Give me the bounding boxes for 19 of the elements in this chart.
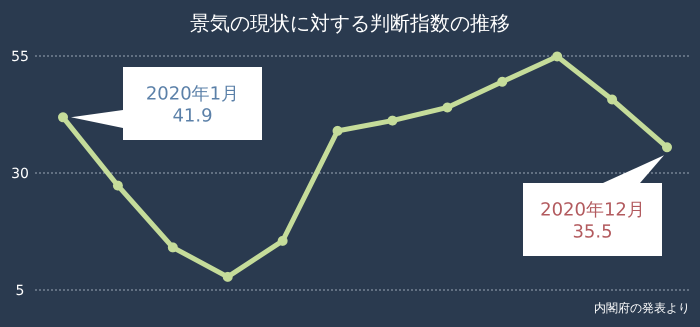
y-tick-label: 5 — [16, 283, 24, 299]
annotation: 2020年1月 41.9 — [146, 84, 240, 126]
point — [222, 272, 233, 282]
point — [112, 180, 123, 191]
chart-title: 景気の現状に対する判断指数の推移 — [190, 11, 510, 35]
point — [607, 94, 618, 105]
point — [497, 76, 508, 87]
y-tick-label: 30 — [11, 166, 29, 182]
point — [278, 236, 288, 246]
point — [552, 51, 562, 62]
point — [442, 102, 452, 112]
annotation: 2020年12月 35.5 — [540, 200, 645, 242]
point — [662, 142, 672, 152]
point — [387, 116, 398, 126]
text: 内閣府の発表より — [594, 301, 690, 315]
point — [332, 126, 343, 136]
y-tick-label: 55 — [11, 49, 29, 65]
point — [168, 242, 178, 252]
point — [58, 112, 68, 122]
